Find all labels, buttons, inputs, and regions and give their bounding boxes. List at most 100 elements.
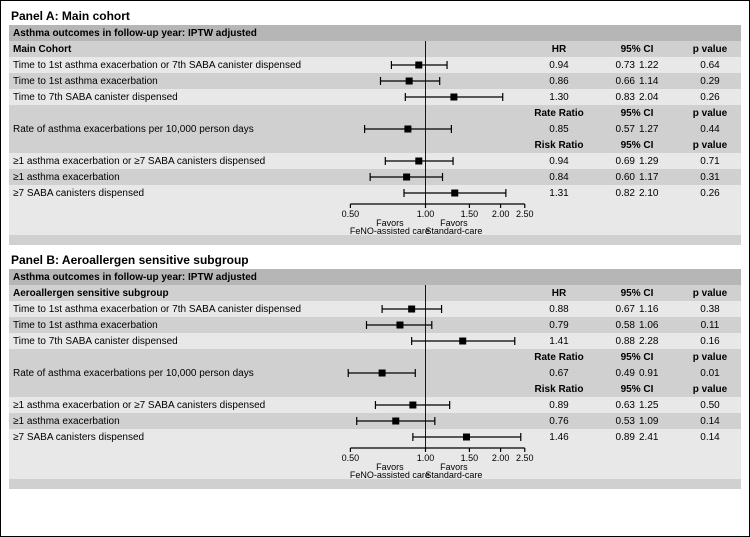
panel-title: Panel B: Aeroallergen sensitive subgroup bbox=[9, 251, 741, 269]
p-value: 0.14 bbox=[685, 432, 735, 443]
p-value: 0.64 bbox=[685, 60, 735, 71]
estimate-value: 0.88 bbox=[529, 304, 589, 315]
p-value: 0.71 bbox=[685, 156, 735, 167]
ci-lower: 0.63 bbox=[589, 400, 637, 411]
forest-marker bbox=[339, 333, 529, 349]
svg-text:0.50: 0.50 bbox=[342, 209, 360, 219]
ci-lower: 0.57 bbox=[589, 124, 637, 135]
section-header: Risk Ratio95% CIp value bbox=[9, 381, 741, 397]
p-value: 0.26 bbox=[685, 188, 735, 199]
ci-upper: 2.28 bbox=[637, 336, 685, 347]
estimate-value: 1.41 bbox=[529, 336, 589, 347]
ci-lower: 0.82 bbox=[589, 188, 637, 199]
ci-lower: 0.49 bbox=[589, 368, 637, 379]
p-value: 0.26 bbox=[685, 92, 735, 103]
svg-text:1.00: 1.00 bbox=[417, 209, 435, 219]
section-header: Rate Ratio95% CIp value bbox=[9, 349, 741, 365]
forest-marker bbox=[339, 153, 529, 169]
ci-upper: 2.04 bbox=[637, 92, 685, 103]
svg-text:FeNO-assisted care: FeNO-assisted care bbox=[350, 470, 430, 480]
outcome-label: ≥1 asthma exacerbation bbox=[9, 416, 339, 427]
panel-subtitle: Asthma outcomes in follow-up year: IPTW … bbox=[9, 25, 741, 41]
outcome-label: ≥1 asthma exacerbation or ≥7 SABA canist… bbox=[9, 400, 339, 411]
p-value: 0.11 bbox=[685, 320, 735, 331]
svg-text:2.00: 2.00 bbox=[492, 453, 510, 463]
ci-lower: 0.83 bbox=[589, 92, 637, 103]
svg-text:2.50: 2.50 bbox=[516, 453, 534, 463]
ci-upper: 1.06 bbox=[637, 320, 685, 331]
section-header: Rate Ratio95% CIp value bbox=[9, 105, 741, 121]
estimate-value: 0.85 bbox=[529, 124, 589, 135]
outcome-label: Time to 1st asthma exacerbation bbox=[9, 76, 339, 87]
forest-plot-figure: Panel A: Main cohortAsthma outcomes in f… bbox=[0, 0, 750, 537]
outcome-label: Time to 7th SABA canister dispensed bbox=[9, 92, 339, 103]
forest-marker bbox=[339, 365, 529, 381]
section-header: Risk Ratio95% CIp value bbox=[9, 137, 741, 153]
ci-upper: 1.29 bbox=[637, 156, 685, 167]
ci-lower: 0.66 bbox=[589, 76, 637, 87]
outcome-row: ≥1 asthma exacerbation0.840.601.170.31 bbox=[9, 169, 741, 185]
estimate-value: 0.94 bbox=[529, 60, 589, 71]
outcome-row: Time to 1st asthma exacerbation or 7th S… bbox=[9, 57, 741, 73]
outcome-label: ≥1 asthma exacerbation bbox=[9, 172, 339, 183]
p-value: 0.31 bbox=[685, 172, 735, 183]
forest-marker bbox=[339, 73, 529, 89]
forest-marker bbox=[339, 413, 529, 429]
estimate-value: 1.31 bbox=[529, 188, 589, 199]
estimate-value: 0.94 bbox=[529, 156, 589, 167]
outcome-label: Time to 1st asthma exacerbation or 7th S… bbox=[9, 304, 339, 315]
outcome-row: ≥1 asthma exacerbation0.760.531.090.14 bbox=[9, 413, 741, 429]
outcome-label: Time to 7th SABA canister dispensed bbox=[9, 336, 339, 347]
ci-lower: 0.89 bbox=[589, 432, 637, 443]
ci-upper: 1.27 bbox=[637, 124, 685, 135]
svg-text:0.50: 0.50 bbox=[342, 453, 360, 463]
p-value: 0.16 bbox=[685, 336, 735, 347]
forest-marker bbox=[339, 397, 529, 413]
estimate-value: 0.84 bbox=[529, 172, 589, 183]
ci-lower: 0.88 bbox=[589, 336, 637, 347]
outcome-row: Rate of asthma exacerbations per 10,000 … bbox=[9, 121, 741, 137]
forest-marker bbox=[339, 121, 529, 137]
ci-lower: 0.58 bbox=[589, 320, 637, 331]
p-value: 0.44 bbox=[685, 124, 735, 135]
p-value: 0.29 bbox=[685, 76, 735, 87]
forest-marker bbox=[339, 57, 529, 73]
outcome-row: Rate of asthma exacerbations per 10,000 … bbox=[9, 365, 741, 381]
svg-text:2.00: 2.00 bbox=[492, 209, 510, 219]
outcome-label: ≥7 SABA canisters dispensed bbox=[9, 188, 339, 199]
section-header: Aeroallergen sensitive subgroupHR95% CIp… bbox=[9, 285, 741, 301]
forest-marker bbox=[339, 301, 529, 317]
outcome-row: Time to 1st asthma exacerbation0.790.581… bbox=[9, 317, 741, 333]
ci-upper: 0.91 bbox=[637, 368, 685, 379]
panel-subtitle: Asthma outcomes in follow-up year: IPTW … bbox=[9, 269, 741, 285]
outcome-row: Time to 1st asthma exacerbation or 7th S… bbox=[9, 301, 741, 317]
estimate-value: 0.76 bbox=[529, 416, 589, 427]
forest-marker bbox=[339, 89, 529, 105]
ci-upper: 1.17 bbox=[637, 172, 685, 183]
ci-upper: 2.41 bbox=[637, 432, 685, 443]
ci-lower: 0.67 bbox=[589, 304, 637, 315]
ci-upper: 1.22 bbox=[637, 60, 685, 71]
svg-text:FeNO-assisted care: FeNO-assisted care bbox=[350, 226, 430, 236]
ci-lower: 0.69 bbox=[589, 156, 637, 167]
outcome-row: ≥1 asthma exacerbation or ≥7 SABA canist… bbox=[9, 153, 741, 169]
outcome-label: Time to 1st asthma exacerbation bbox=[9, 320, 339, 331]
outcome-label: Rate of asthma exacerbations per 10,000 … bbox=[9, 124, 339, 135]
estimate-value: 1.46 bbox=[529, 432, 589, 443]
svg-text:1.00: 1.00 bbox=[417, 453, 435, 463]
ci-upper: 1.09 bbox=[637, 416, 685, 427]
x-axis: 0.501.001.502.002.50FavorsFeNO-assisted … bbox=[9, 201, 741, 235]
ci-upper: 2.10 bbox=[637, 188, 685, 199]
outcome-row: ≥7 SABA canisters dispensed 1.310.822.100… bbox=[9, 185, 741, 201]
estimate-value: 0.86 bbox=[529, 76, 589, 87]
forest-marker bbox=[339, 429, 529, 445]
p-value: 0.50 bbox=[685, 400, 735, 411]
forest-marker bbox=[339, 169, 529, 185]
ci-upper: 1.14 bbox=[637, 76, 685, 87]
estimate-value: 0.89 bbox=[529, 400, 589, 411]
svg-text:2.50: 2.50 bbox=[516, 209, 534, 219]
panel-title: Panel A: Main cohort bbox=[9, 7, 741, 25]
outcome-label: ≥1 asthma exacerbation or ≥7 SABA canist… bbox=[9, 156, 339, 167]
estimate-value: 1.30 bbox=[529, 92, 589, 103]
ci-lower: 0.53 bbox=[589, 416, 637, 427]
